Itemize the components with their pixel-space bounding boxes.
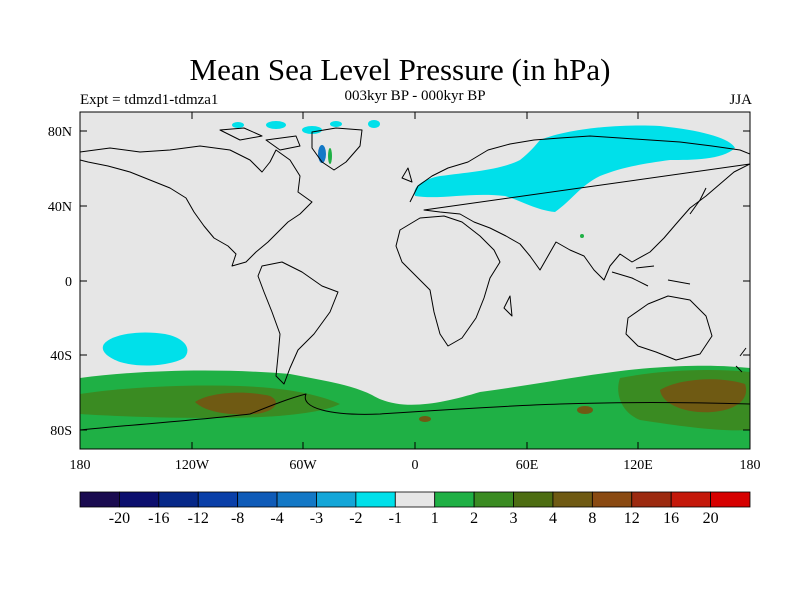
south-pacific-negative-anomaly [102,332,188,366]
lon-axis [191,112,639,449]
colorbar-swatch [355,491,396,508]
arctic-anomaly-2 [266,121,286,129]
season-label: JJA [729,92,752,108]
colorbar-swatch [710,491,751,508]
map-plot-area [80,112,750,449]
lon-tick-label: 120E [623,458,653,473]
madagascar-outline [503,295,513,317]
lon-tick-labels: 180 120W 60W 0 60E 120E 180 [70,458,761,473]
arctic-islands-outline [219,127,301,151]
colorbar-swatch [276,491,317,508]
colorbar-swatch [158,491,199,508]
colorbar-swatch [316,491,357,508]
japan-outline [689,187,707,215]
lat-tick-label: 0 [65,275,72,290]
north-america-outline [80,145,313,267]
colorbar-swatch [513,491,554,508]
colorbar-swatch [631,491,672,508]
colorbar-label: -12 [188,510,209,527]
colorbar-label: -1 [389,510,402,527]
lat-tick-labels: 80N 40N 0 40S 80S [48,125,72,439]
lon-tick-label: 180 [70,458,91,473]
south-america-outline [257,261,339,385]
south-atlantic-patch [419,416,431,422]
arctic-anomaly-1 [232,122,244,128]
africa-outline [395,215,501,347]
southern-ocean-band-3 [195,392,276,415]
experiment-label: Expt = tdmzd1-tdmza1 [80,92,219,108]
lon-tick-label: 0 [412,458,419,473]
colorbar-label: 3 [510,510,518,527]
colorbar-label: 20 [703,510,719,527]
colorbar-swatch [394,491,436,508]
colorbar-label: 8 [588,510,596,527]
arctic-anomaly-5 [368,120,380,128]
southern-ocean-band-3b [660,379,747,413]
colorbar-label: -3 [310,510,323,527]
lon-tick-label: 60E [516,458,539,473]
colorbar-label: 16 [663,510,679,527]
lat-tick-label: 80N [48,125,72,140]
colorbar: -20 -16 -12 -8 -4 -3 -2 -1 1 2 3 4 8 12 16 20 [79,491,751,527]
colorbar-label: -20 [109,510,130,527]
eurasia-negative-anomaly [414,125,735,212]
australia-outline [625,295,713,361]
greenland-anomaly-blue [318,145,326,163]
colorbar-label: -4 [270,510,283,527]
arctic-anomaly-4 [330,121,342,127]
colorbar-label: 4 [549,510,557,527]
colorbar-swatch [197,491,239,508]
arctic-anomaly-3 [302,126,322,134]
colorbar-swatch [237,491,278,508]
indonesia-outline [611,265,691,287]
greenland-anomaly-green [328,148,332,164]
lon-tick-label: 60W [289,458,317,473]
lat-tick-label: 40S [50,349,72,364]
colorbar-label: 12 [624,510,640,527]
lat-tick-label: 80S [50,424,72,439]
lon-tick-label: 120W [175,458,210,473]
coastlines [80,127,750,431]
british-isles-outline [401,167,413,183]
colorbar-swatch [473,491,514,508]
colorbar-swatch [552,491,593,508]
europe-asia-outline [409,135,750,281]
new-zealand-outline [735,347,747,373]
lat-tick-label: 40N [48,200,72,215]
colorbar-label: -16 [148,510,169,527]
colorbar-label: 1 [431,510,439,527]
south-indian-patch [577,406,593,414]
greenland-outline [311,127,363,171]
lon-tick-label: 180 [740,458,761,473]
colorbar-label: -8 [231,510,244,527]
lat-axis [80,130,750,431]
chart-subtitle: 003kyr BP - 000kyr BP [344,88,486,104]
colorbar-swatch [79,491,120,508]
colorbar-swatch [670,491,711,508]
colorbar-swatch [434,491,475,508]
chart-title: Mean Sea Level Pressure (in hPa) [189,52,611,87]
himalaya-anomaly [580,234,584,238]
colorbar-swatch [591,491,633,508]
colorbar-swatch [119,491,160,508]
colorbar-label: 2 [470,510,478,527]
colorbar-label: -2 [349,510,362,527]
antarctica-outline [80,393,750,431]
